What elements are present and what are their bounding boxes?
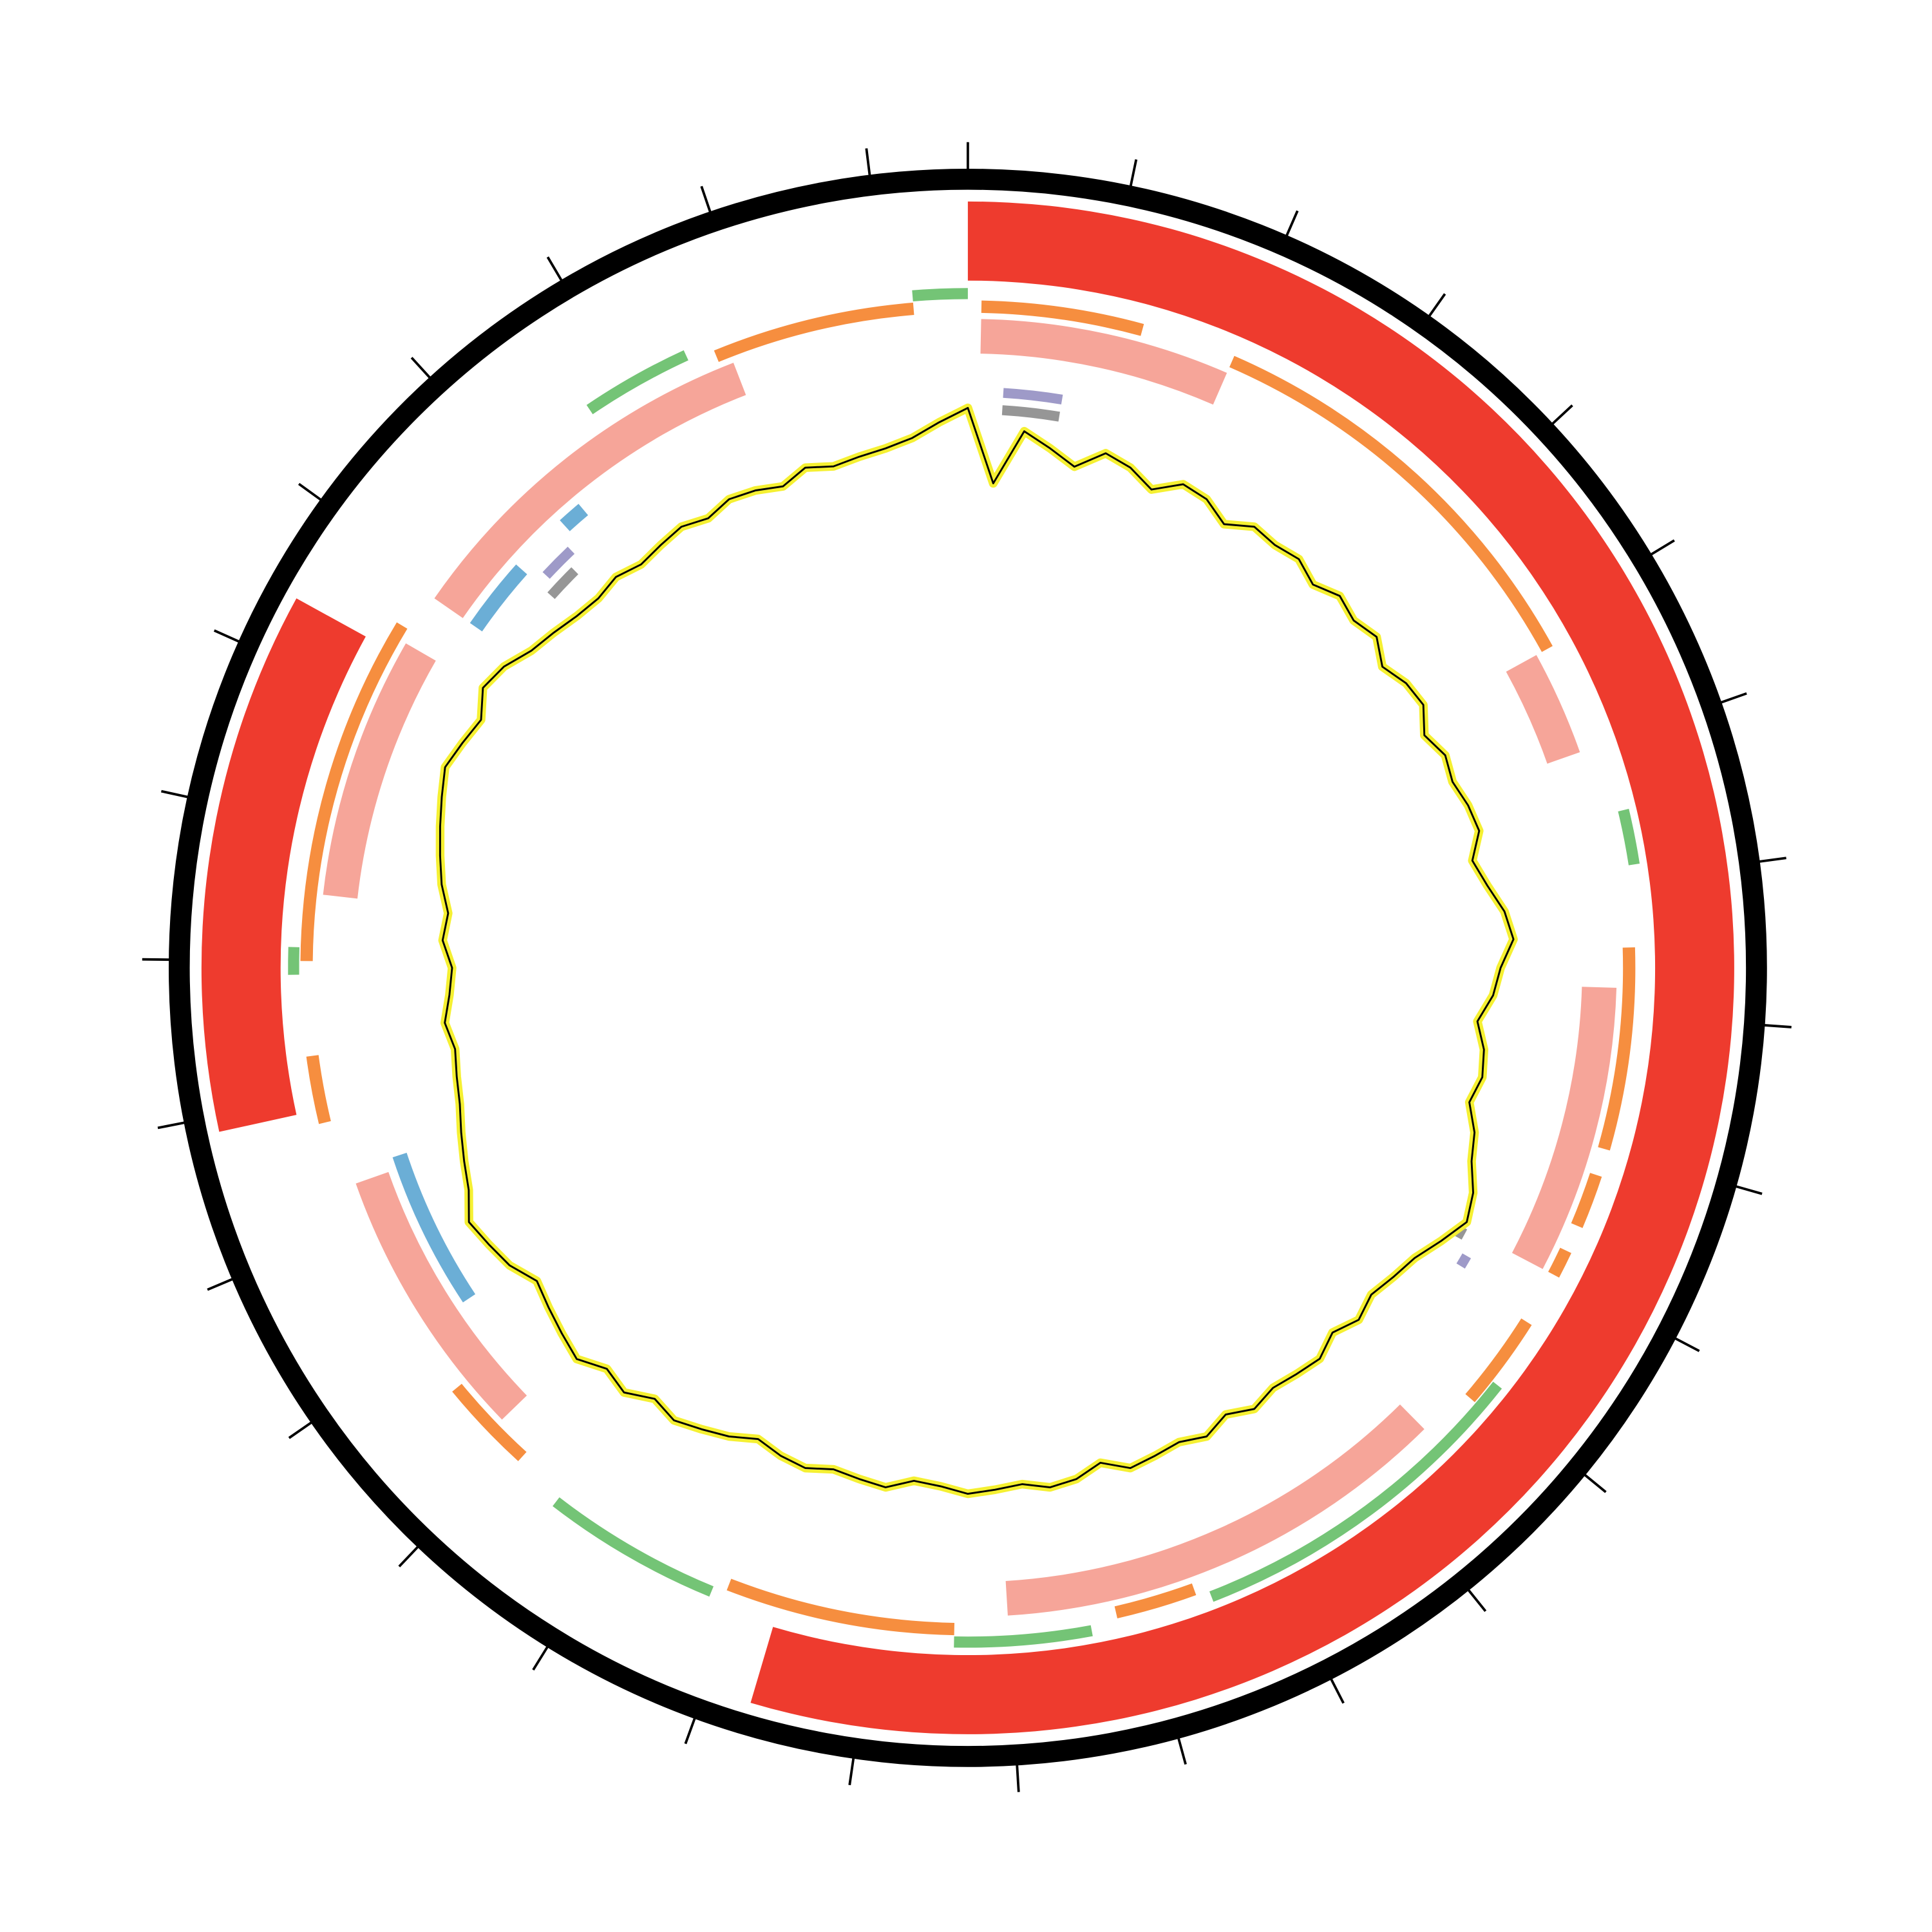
track-segment: [981, 300, 1144, 336]
tick-mark: [1467, 1589, 1487, 1612]
track-segment: [392, 1152, 476, 1303]
tick-mark: [398, 1546, 419, 1567]
track-segment: [1598, 947, 1636, 1151]
track-segment: [586, 350, 688, 415]
tick-mark: [684, 1718, 696, 1745]
track-segment: [1005, 1404, 1425, 1616]
track-segment: [1511, 987, 1617, 1269]
track-segment: [1209, 1381, 1502, 1602]
tick-mark: [1551, 404, 1573, 425]
track-segment: [560, 504, 589, 531]
track-segment: [1003, 388, 1063, 405]
tick-mark: [848, 1757, 855, 1786]
tick-mark: [161, 790, 189, 799]
track-segment: [912, 288, 968, 301]
track-segment: [542, 546, 575, 579]
track-segment: [201, 598, 366, 1132]
tick-mark: [1129, 159, 1138, 187]
track-segment: [452, 1383, 527, 1461]
track-segment: [288, 947, 299, 975]
gc-fill: [435, 403, 1518, 1499]
tick-mark: [1674, 1337, 1700, 1352]
track-segment: [355, 1171, 527, 1420]
track-segment: [1506, 655, 1580, 764]
track-segment: [1001, 405, 1061, 422]
track-segment: [553, 1497, 714, 1597]
tick-mark: [288, 1421, 312, 1439]
tick-mark: [1016, 1765, 1020, 1792]
track-segment: [300, 622, 408, 961]
tick-mark: [1285, 210, 1299, 236]
tick-mark: [298, 482, 322, 501]
tick-mark: [700, 185, 712, 213]
track-segment: [980, 319, 1227, 405]
track-segment: [434, 363, 746, 618]
track-segment: [726, 1578, 954, 1636]
track-segment: [323, 643, 436, 899]
tick-mark: [213, 629, 240, 643]
tick-mark: [157, 1121, 185, 1130]
tick-mark: [1177, 1738, 1187, 1765]
track-segment: [1456, 1253, 1472, 1269]
tick-mark: [865, 148, 871, 176]
track-segment: [750, 201, 1734, 1734]
track-segment: [1465, 1318, 1532, 1403]
tick-mark: [1650, 539, 1675, 556]
tick-mark: [1330, 1678, 1345, 1704]
tick-mark: [532, 1646, 549, 1671]
tick-mark: [410, 357, 431, 379]
track-segment: [1618, 808, 1640, 866]
tick-mark: [1584, 1473, 1607, 1493]
gc-line: [439, 406, 1515, 1495]
tick-mark: [207, 1278, 233, 1291]
track-segment: [1548, 1247, 1571, 1278]
track-segment: [954, 1625, 1093, 1648]
tick-mark: [1735, 1185, 1763, 1195]
track-segment: [714, 302, 914, 363]
axis-ring: [168, 168, 1767, 1767]
track-segment: [547, 567, 578, 600]
tick-mark: [546, 256, 563, 281]
tick-mark: [1759, 857, 1786, 863]
track-segment: [1571, 1173, 1602, 1228]
tick-mark: [1720, 692, 1747, 704]
track-segment: [1114, 1583, 1197, 1619]
tick-mark: [1764, 1023, 1792, 1028]
track-segment: [469, 564, 527, 632]
track-segment: [306, 1055, 331, 1124]
tick-mark: [1428, 293, 1446, 317]
